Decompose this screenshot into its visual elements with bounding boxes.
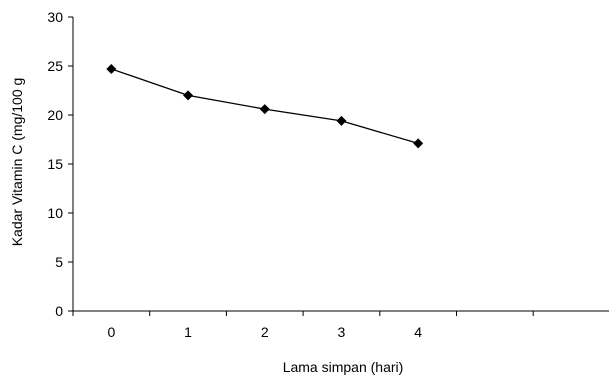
data-point-marker [106, 63, 117, 74]
y-tick-label: 25 [47, 58, 63, 74]
y-tick-label: 30 [47, 9, 63, 25]
x-axis-ticks: 0 1 2 3 4 [72, 311, 534, 340]
y-axis-ticks: 0 5 10 15 20 25 30 [47, 9, 73, 319]
x-tick-label: 4 [414, 324, 422, 340]
y-tick-label: 0 [55, 303, 63, 319]
x-tick-label: 0 [107, 324, 115, 340]
data-point-marker [183, 90, 194, 101]
x-tick-label: 1 [184, 324, 192, 340]
data-point-marker [413, 138, 424, 149]
series-group [106, 63, 424, 149]
data-point-marker [259, 104, 270, 115]
x-tick-label: 3 [338, 324, 346, 340]
y-tick-label: 5 [55, 254, 63, 270]
y-tick-label: 15 [47, 156, 63, 172]
data-point-marker [336, 115, 347, 126]
y-axis-title: Kadar Vitamin C (mg/100 g [9, 78, 25, 247]
x-tick-label: 2 [261, 324, 269, 340]
y-tick-label: 10 [47, 205, 63, 221]
x-axis-title: Lama simpan (hari) [283, 359, 404, 375]
y-tick-label: 20 [47, 107, 63, 123]
